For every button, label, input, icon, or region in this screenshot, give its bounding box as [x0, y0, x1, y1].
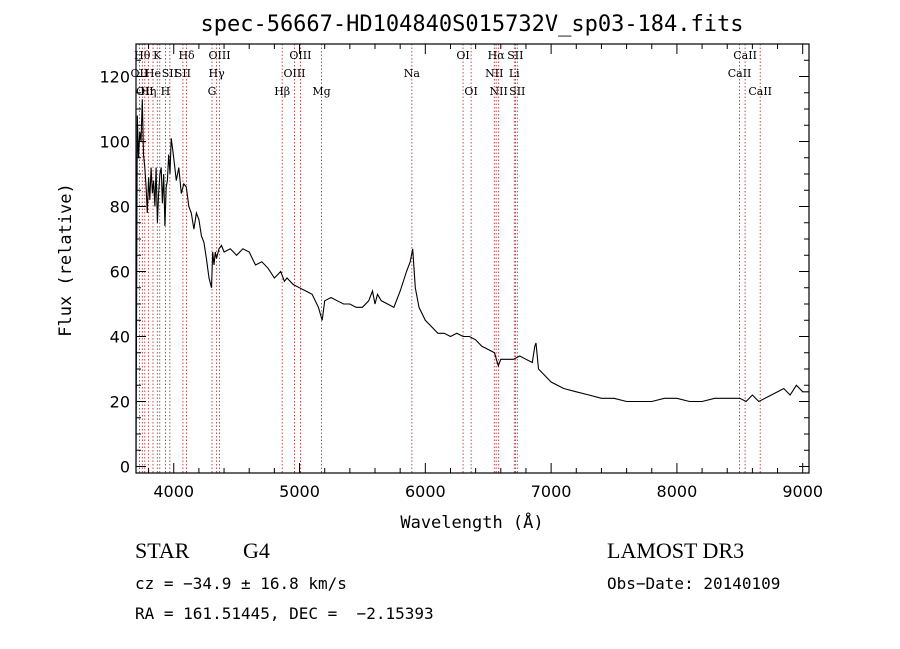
chart-title: spec-56667-HD104840S015732V_sp03-184.fit… [200, 12, 743, 37]
spectral-line-label: Li [509, 67, 520, 80]
spectral-line-label: Na [404, 67, 421, 80]
x-tick-label: 7000 [531, 482, 572, 501]
spectral-line-label: NII [485, 67, 503, 80]
spectral-line-label: NII [490, 85, 508, 98]
spectral-line-label: CaII [728, 67, 752, 80]
spectral-line-label: Hγ [209, 67, 226, 80]
x-axis-ticks: 4000 5000 6000 7000 8000 9000 [148, 44, 823, 501]
spectral-line-label: H [161, 85, 171, 98]
x-tick-label: 8000 [657, 482, 698, 501]
spectral-line-label: SII [175, 67, 191, 80]
obs-date: Obs−Date: 20140109 [607, 574, 781, 593]
y-axis-ticks: 0 20 40 60 80 100 120 [99, 59, 809, 477]
spectral-line-label: Mg [312, 85, 330, 98]
x-tick-label: 4000 [153, 482, 194, 501]
spectral-line-label: OII [136, 85, 154, 98]
spectral-line-label: K [153, 49, 162, 62]
x-tick-label: 5000 [279, 482, 320, 501]
spectral-line-label: SII [507, 49, 523, 62]
spectral-line-label: Hα [488, 49, 506, 62]
x-axis-label: Wavelength (Å) [400, 511, 543, 533]
x-tick-label: 6000 [405, 482, 446, 501]
ra-dec: RA = 161.51445, DEC = −2.15393 [135, 604, 434, 623]
y-tick-label: 80 [110, 198, 130, 217]
spectral-line-label: CaII [733, 49, 757, 62]
y-tick-label: 120 [99, 68, 130, 87]
y-tick-label: 60 [110, 263, 130, 282]
y-axis-label: Flux (relative) [56, 183, 76, 337]
object-class: STAR [135, 538, 190, 563]
y-tick-label: 20 [110, 393, 130, 412]
spectral-line-label: OI [464, 85, 477, 98]
spectral-line-label: G [208, 85, 217, 98]
spectral-line-label: SII [509, 85, 525, 98]
spectral-line-label: OI [456, 49, 469, 62]
object-subclass: G4 [243, 538, 270, 563]
spectral-line-markers [138, 44, 761, 473]
spectral-line-label: OIII [208, 49, 230, 62]
spectral-line-label: CaII [748, 85, 772, 98]
spectral-line-label: SII [162, 67, 178, 80]
y-tick-label: 40 [110, 328, 130, 347]
plot-frame [135, 43, 810, 474]
spectral-line-labels: OIIHθOIIHηHeKHSIISIIHδGHγOIIIHβOIIIOIIIM… [131, 49, 772, 98]
survey-name: LAMOST DR3 [607, 538, 745, 563]
spectral-line-label: Hβ [274, 85, 290, 98]
spectral-line-label: OIII [283, 67, 305, 80]
spectral-line-label: Hδ [178, 49, 195, 62]
flux-series-line [135, 99, 809, 467]
redshift-cz: cz = −34.9 ± 16.8 km/s [135, 574, 347, 593]
spectral-line-label: He [145, 67, 161, 80]
spectral-line-label: OIII [289, 49, 311, 62]
x-tick-label: 9000 [782, 482, 823, 501]
y-tick-label: 0 [120, 458, 130, 477]
y-tick-label: 100 [99, 133, 130, 152]
spectral-line-label: Hη [140, 85, 156, 98]
spectral-line-label: Hθ [134, 49, 151, 62]
